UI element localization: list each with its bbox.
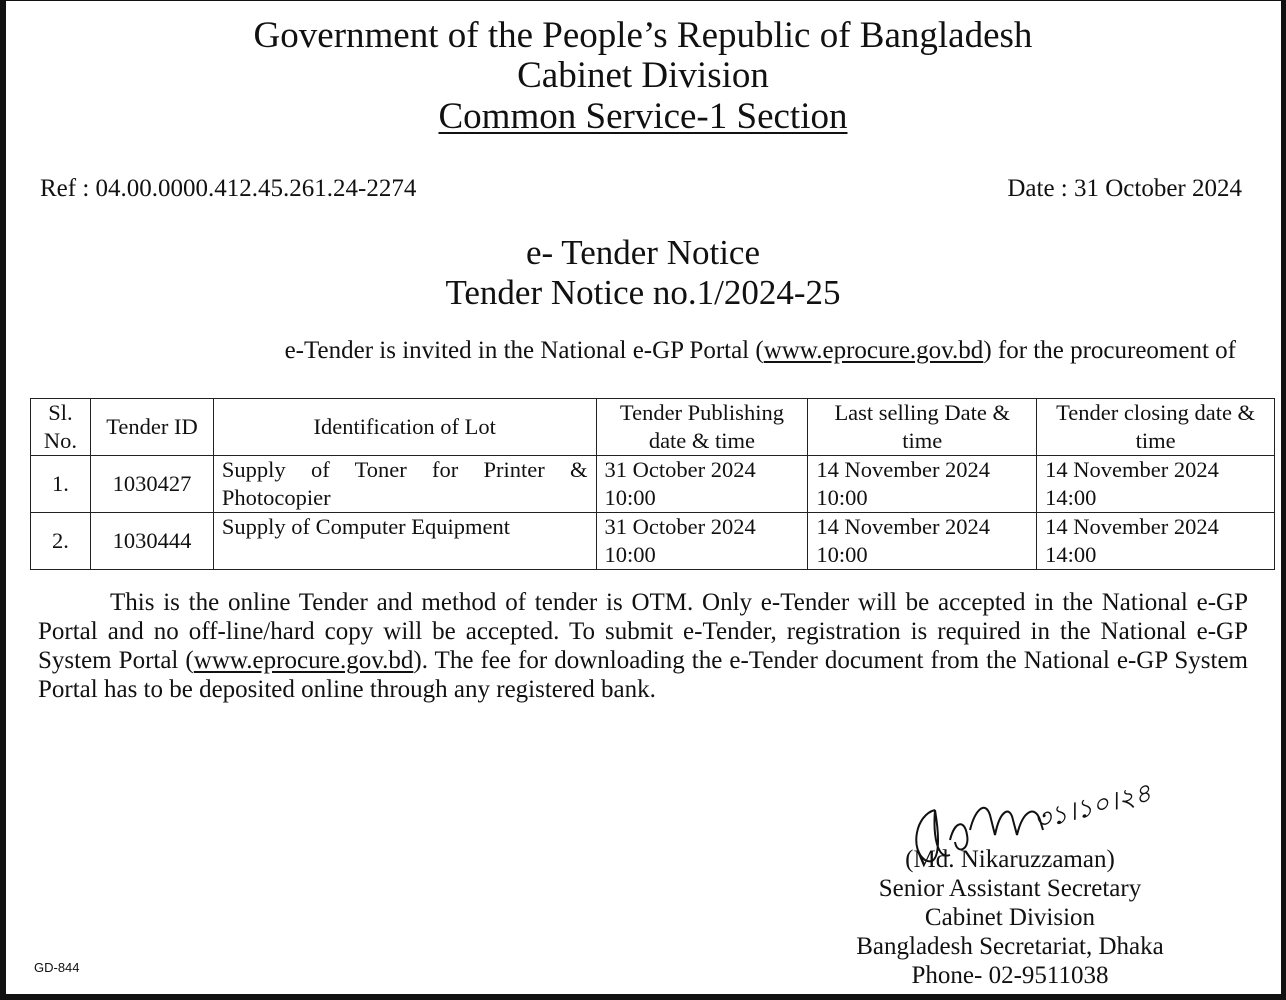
publishing-cell: 31 October 2024 10:00	[595, 455, 809, 513]
signature-block: (Md. Nikaruzzaman) Senior Assistant Secr…	[790, 845, 1230, 990]
notice-title: e- Tender Notice	[525, 233, 760, 272]
serial-cell: 2.	[30, 512, 91, 570]
body-paragraph: This is the online Tender and method of …	[38, 588, 1248, 704]
header-cell: Tender closing date & time	[1036, 398, 1275, 456]
header-section: Common Service-1 Section	[0, 97, 1286, 137]
table-row: 2. 1030444 Supply of Computer Equipment …	[30, 512, 1275, 570]
portal-link[interactable]: www.eprocure.gov.bd	[763, 337, 984, 364]
tender-id-cell: 1030427	[89, 455, 214, 513]
serial-cell: 1.	[30, 455, 91, 513]
signatory-designation: Senior Assistant Secretary	[878, 875, 1142, 902]
header-government: Government of the People’s Republic of B…	[253, 15, 1033, 56]
section-title: Common Service-1 Section	[438, 96, 848, 137]
tender-table: Sl. No. Tender ID Identification of Lot …	[30, 398, 1275, 570]
body-part1: This is the online Tender and method of …	[38, 589, 1248, 674]
footer-code: GD-844	[34, 960, 80, 975]
selling-cell: 14 November 2024 10:00	[807, 455, 1038, 513]
selling-cell: 14 November 2024 10:00	[807, 512, 1038, 570]
handwritten-signature	[915, 806, 1044, 863]
intro-before: e-Tender is invited in the National e-GP…	[284, 337, 764, 364]
signatory-address: Bangladesh Secretariat, Dhaka	[856, 933, 1164, 960]
signatory-office: Cabinet Division	[924, 904, 1096, 931]
header-cell: Tender Publishing date & time	[595, 398, 809, 456]
intro-after: ) for the procureoment of	[983, 337, 1236, 364]
notice-date: Date : 31 October 2024	[1007, 175, 1242, 202]
header-cell: Tender ID	[89, 398, 214, 456]
portal-link[interactable]: www.eprocure.gov.bd	[193, 647, 414, 674]
header-division: Cabinet Division	[517, 55, 769, 96]
header-cell: Identification of Lot	[212, 398, 597, 456]
table-header-row: Sl. No. Tender ID Identification of Lot …	[30, 398, 1275, 456]
signatory-name: (Md. Nikaruzzaman)	[905, 846, 1115, 873]
body-part2: ). The fee for downloading the e-Tender …	[38, 647, 1248, 703]
signatory-phone: Phone- 02-9511038	[911, 962, 1109, 989]
header-cell: Last selling Date & time	[807, 398, 1038, 456]
closing-cell: 14 November 2024 14:00	[1036, 512, 1275, 570]
header-cell: Sl. No.	[30, 398, 91, 456]
publishing-cell: 31 October 2024 10:00	[595, 512, 809, 570]
lot-cell: Supply of Computer Equipment	[212, 512, 597, 570]
closing-cell: 14 November 2024 14:00	[1036, 455, 1275, 513]
notice-subtitle: Tender Notice no.1/2024-25	[445, 273, 841, 312]
intro-text: e-Tender is invited in the National e-GP…	[0, 337, 1236, 365]
lot-cell: Supply of Toner for Printer & Photocopie…	[212, 455, 597, 513]
table-row: 1. 1030427 Supply of Toner for Printer &…	[30, 455, 1275, 513]
tender-id-cell: 1030444	[89, 512, 214, 570]
reference-number: Ref : 04.00.0000.412.45.261.24-2274	[40, 175, 417, 202]
